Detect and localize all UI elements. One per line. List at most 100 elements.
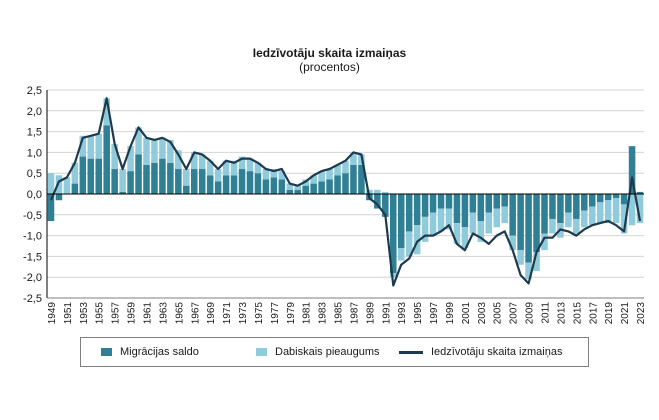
x-tick-label: 1967	[190, 302, 201, 325]
bar-natural	[397, 248, 405, 261]
x-tick-label: 2005	[493, 302, 504, 325]
bar-migration	[71, 183, 79, 194]
bar-natural	[517, 250, 524, 265]
x-tick-label: 1995	[413, 302, 424, 325]
bar-migration	[405, 194, 413, 232]
legend-swatch-total	[399, 350, 423, 354]
bar-natural	[95, 133, 103, 159]
chart-legend: Migrācijas saldo Dabiskais pieaugums Ied…	[80, 337, 589, 367]
y-tick-label: -1,5	[23, 251, 42, 263]
bar-migration	[374, 194, 381, 209]
bar-natural	[270, 169, 278, 178]
bar-migration	[541, 194, 548, 234]
x-tick-label: 2015	[572, 302, 583, 325]
y-tick-labels: 2,5 2,0 1,5 1,0 0,5 0,0 -0,5 -1,0 -1,5 -2,0 -2,5	[23, 85, 42, 305]
bar-migration	[183, 185, 190, 194]
x-tick-label: 2023	[636, 302, 647, 325]
bar-migration	[230, 175, 238, 194]
bar-natural	[445, 208, 453, 230]
legend-swatch-natural	[256, 348, 267, 357]
x-tick-label: 1981	[302, 302, 313, 325]
bar-natural	[159, 137, 166, 159]
bar-migration	[493, 194, 501, 209]
bar-natural	[628, 194, 636, 226]
bar-migration	[477, 194, 485, 222]
legend-label-migration: Migrācijas saldo	[120, 346, 199, 359]
bar-migration	[517, 194, 524, 251]
bar-natural	[318, 171, 325, 182]
bar-natural	[437, 208, 445, 232]
bar-natural	[382, 191, 389, 194]
bar-natural	[103, 98, 110, 126]
x-tick-label: 2009	[525, 302, 536, 325]
bar-migration	[533, 194, 540, 253]
bar-migration	[358, 164, 365, 194]
x-tick-label: 1977	[270, 302, 281, 325]
bar-migration	[175, 169, 182, 194]
x-tick-label: 1973	[238, 302, 249, 325]
bar-natural	[477, 221, 485, 242]
bar-natural	[604, 200, 612, 224]
bar-natural	[421, 216, 429, 242]
bar-migration	[127, 171, 134, 194]
bar-migration	[461, 194, 469, 228]
bar-migration	[525, 194, 532, 263]
x-tick-labels: 1949 1951 1953 1955 1957 1959 1961 1963 1965 1967…	[47, 302, 647, 325]
bar-natural	[222, 160, 230, 176]
x-tick-label: 2021	[620, 302, 631, 325]
bar-natural	[453, 223, 461, 244]
bar-natural	[334, 164, 341, 176]
bar-migration	[111, 169, 118, 194]
bar-natural	[461, 227, 469, 249]
bar-natural	[183, 169, 190, 186]
bar-migration	[565, 194, 572, 213]
bar-natural	[612, 198, 620, 224]
bar-migration	[628, 146, 636, 194]
bar-natural	[620, 204, 628, 234]
bar-migration	[509, 194, 516, 236]
x-tick-label: 1975	[254, 302, 265, 325]
bar-migration	[310, 183, 317, 194]
bar-migration	[278, 179, 286, 194]
bar-natural	[119, 169, 126, 192]
y-tick-label: -0,5	[23, 210, 42, 222]
bar-natural	[342, 160, 349, 174]
bar-migration	[389, 194, 397, 274]
bar-natural	[429, 212, 437, 236]
x-tick-label: 1953	[79, 302, 90, 325]
bar-migration	[151, 162, 158, 194]
bar-migration	[95, 158, 103, 194]
bar-migration	[47, 194, 55, 222]
legend-label-natural: Dabiskais pieaugums	[275, 346, 380, 359]
x-tick-label: 1961	[143, 302, 154, 325]
bar-natural	[294, 185, 302, 190]
bar-migration	[238, 169, 246, 194]
x-tick-label: 1985	[334, 302, 345, 325]
bar-natural	[326, 169, 333, 180]
bar-natural	[596, 202, 604, 224]
y-tick-label: -2,5	[23, 293, 42, 305]
bar-natural	[175, 150, 182, 170]
x-tick-label: 1999	[445, 302, 456, 325]
bar-natural	[71, 162, 79, 184]
x-tick-label: 1965	[174, 302, 185, 325]
bar-migration	[469, 194, 477, 213]
x-tick-label: 2003	[477, 302, 488, 325]
bar-migration	[55, 194, 63, 201]
line-total-change	[49, 97, 642, 287]
bar-natural	[350, 152, 357, 165]
x-tick-label: 2007	[509, 302, 520, 325]
bar-natural	[127, 146, 134, 172]
bar-migration	[596, 194, 604, 203]
x-tick-label: 1959	[127, 302, 138, 325]
legend-swatch-migration	[101, 348, 112, 357]
bar-natural	[135, 127, 142, 155]
chart-title: Iedzīvotāju skaita izmaiņas	[252, 46, 407, 60]
y-tick-label: 1,5	[27, 127, 42, 139]
bar-natural	[509, 235, 516, 251]
bar-natural	[581, 210, 588, 228]
legend-item-total: Iedzīvotāju skaita izmaiņas	[399, 346, 562, 358]
bar-migration	[421, 194, 429, 217]
bar-natural	[573, 218, 580, 234]
y-tick-label: 0,5	[27, 168, 42, 180]
